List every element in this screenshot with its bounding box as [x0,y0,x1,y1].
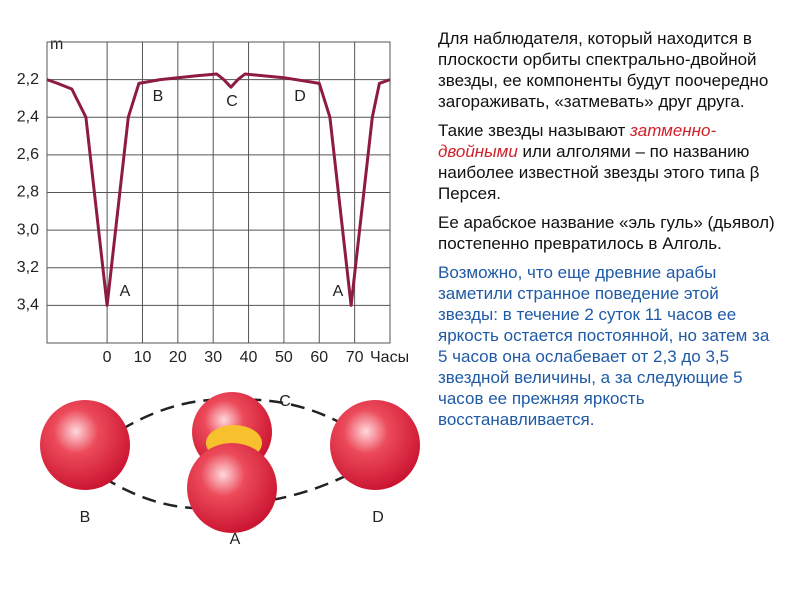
annotation: D [294,88,306,105]
text: или алголями – по названию наиболее изве… [438,142,760,203]
star [187,443,277,533]
text: Такие звезды называют [438,121,631,140]
chart: m Часы B C A D 2,2 2,4 2,6 2,8 3,0 3,2 3,4 0 10 2… [17,36,420,548]
x-tick-label: 70 [346,349,364,366]
diagram-label: D [372,509,384,526]
paragraph: Ее арабское название «эль гуль» (дьявол)… [438,213,775,253]
diagram-label: A [230,531,241,548]
annotation: C [226,93,238,110]
y-tick-label: 3,2 [17,259,39,276]
y-tick-label: 3,0 [17,221,39,238]
paragraph: Для наблюдателя, который находится в пло… [438,29,769,111]
light-curve [46,72,391,307]
x-tick-label: 30 [204,349,222,366]
star [40,400,130,490]
y-tick-label: 2,2 [17,71,39,88]
annotation: A [120,283,131,300]
diagram-label: B [80,509,91,526]
x-tick-label: 40 [240,349,258,366]
paragraph: Возможно, что еще древние арабы заметили… [438,263,770,429]
y-tick-label: 2,4 [17,108,39,125]
diagram: B C A D [40,392,420,548]
x-tick-label: 20 [169,349,187,366]
star [330,400,420,490]
y-axis-label: m [50,36,63,53]
x-axis-label: Часы [370,349,409,366]
highlight: затменно-двойными [438,121,717,161]
diagram-label: C [279,393,291,410]
y-tick-label: 3,4 [17,297,39,314]
annotation: B [153,88,164,105]
x-tick-label: 60 [310,349,328,366]
text-block: Для наблюдателя, который находится в пло… [438,28,783,438]
x-tick-label: 50 [275,349,293,366]
x-tick-label: 0 [103,349,112,366]
x-tick-label: 10 [134,349,152,366]
paragraph: Такие звезды называют затменно-двойными … [438,120,783,204]
annotation: A [333,283,344,300]
y-tick-label: 2,6 [17,146,39,163]
y-tick-label: 2,8 [17,184,39,201]
